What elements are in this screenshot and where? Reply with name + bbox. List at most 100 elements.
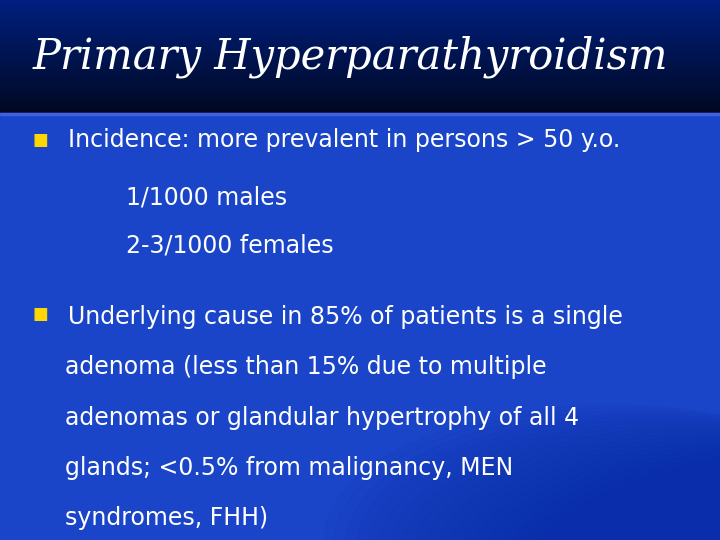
Bar [0, 10, 720, 11]
Text: adenoma (less than 15% due to multiple: adenoma (less than 15% due to multiple [65, 355, 546, 379]
Bar [0, 111, 720, 112]
Text: glands; <0.5% from malignancy, MEN: glands; <0.5% from malignancy, MEN [65, 456, 513, 480]
Bar [0, 12, 720, 14]
Bar [0, 77, 720, 78]
Bar [0, 72, 720, 73]
Bar [0, 4, 720, 5]
Bar [0, 2, 720, 3]
Bar [0, 24, 720, 25]
Bar [0, 101, 720, 102]
Bar [0, 57, 720, 58]
Bar [0, 84, 720, 85]
Bar [0, 93, 720, 94]
Bar [0, 75, 720, 76]
Bar [0, 8, 720, 9]
Bar [0, 36, 720, 37]
Bar [0, 100, 720, 101]
Bar [0, 91, 720, 92]
Bar [0, 89, 720, 90]
Bar [0, 53, 720, 55]
Bar [0, 22, 720, 23]
Bar [0, 109, 720, 110]
Bar [0, 71, 720, 72]
Bar [0, 64, 720, 65]
Bar [0, 11, 720, 12]
Bar [0, 70, 720, 71]
Bar [0, 86, 720, 87]
Bar [0, 49, 720, 50]
Bar [0, 92, 720, 93]
Bar [0, 27, 720, 28]
Bar [0, 25, 720, 26]
Bar [0, 15, 720, 16]
Bar [0, 66, 720, 67]
Bar [0, 69, 720, 70]
Bar [0, 39, 720, 41]
Bar [0, 104, 720, 105]
Bar [0, 26, 720, 27]
Text: Underlying cause in 85% of patients is a single: Underlying cause in 85% of patients is a… [68, 305, 624, 329]
Bar [0, 48, 720, 49]
Bar [0, 80, 720, 82]
Bar [0, 50, 720, 51]
Bar [0, 82, 720, 83]
Bar [0, 35, 720, 36]
Bar [0, 102, 720, 103]
Bar [0, 5, 720, 7]
Bar [0, 21, 720, 22]
Bar [0, 38, 720, 39]
Bar [0, 85, 720, 86]
Bar [0, 32, 720, 33]
Bar [0, 61, 720, 62]
Bar [0, 87, 720, 89]
Bar [0, 96, 720, 98]
Bar [0, 79, 720, 80]
Bar [0, 7, 720, 8]
Bar [0, 113, 720, 540]
Bar [0, 43, 720, 44]
Bar [0, 33, 720, 34]
Bar [0, 46, 720, 48]
Bar [0, 55, 720, 56]
Bar [0, 51, 720, 52]
Bar [0, 16, 720, 17]
Bar [0, 41, 720, 42]
Text: Primary Hyperparathyroidism: Primary Hyperparathyroidism [32, 36, 668, 78]
Bar [0, 73, 720, 75]
Bar [0, 19, 720, 21]
Bar [0, 14, 720, 15]
Bar [0, 45, 720, 46]
Bar [0, 99, 720, 100]
Bar [0, 98, 720, 99]
Bar [0, 30, 720, 31]
Bar [0, 34, 720, 35]
Text: Incidence: more prevalent in persons > 50 y.o.: Incidence: more prevalent in persons > 5… [68, 129, 621, 152]
Bar [0, 62, 720, 64]
Text: ■: ■ [32, 131, 48, 150]
Bar [0, 83, 720, 84]
Bar [0, 23, 720, 24]
Bar [0, 105, 720, 106]
Bar [0, 78, 720, 79]
Bar [0, 56, 720, 57]
Bar [0, 103, 720, 104]
Bar [0, 94, 720, 95]
Text: 2-3/1000 females: 2-3/1000 females [126, 234, 333, 258]
Bar [0, 112, 720, 113]
Bar [0, 58, 720, 59]
Bar [0, 31, 720, 32]
Bar [0, 110, 720, 111]
Bar [0, 3, 720, 4]
Text: 1/1000 males: 1/1000 males [126, 185, 287, 209]
Text: ■: ■ [32, 305, 48, 323]
Bar [0, 59, 720, 60]
Bar [0, 18, 720, 19]
Text: syndromes, FHH): syndromes, FHH) [65, 506, 268, 530]
Bar [0, 76, 720, 77]
Bar [0, 9, 720, 10]
Bar [0, 28, 720, 30]
Bar [0, 90, 720, 91]
Bar [0, 1, 720, 2]
Bar [0, 52, 720, 53]
Text: adenomas or glandular hypertrophy of all 4: adenomas or glandular hypertrophy of all… [65, 406, 579, 429]
